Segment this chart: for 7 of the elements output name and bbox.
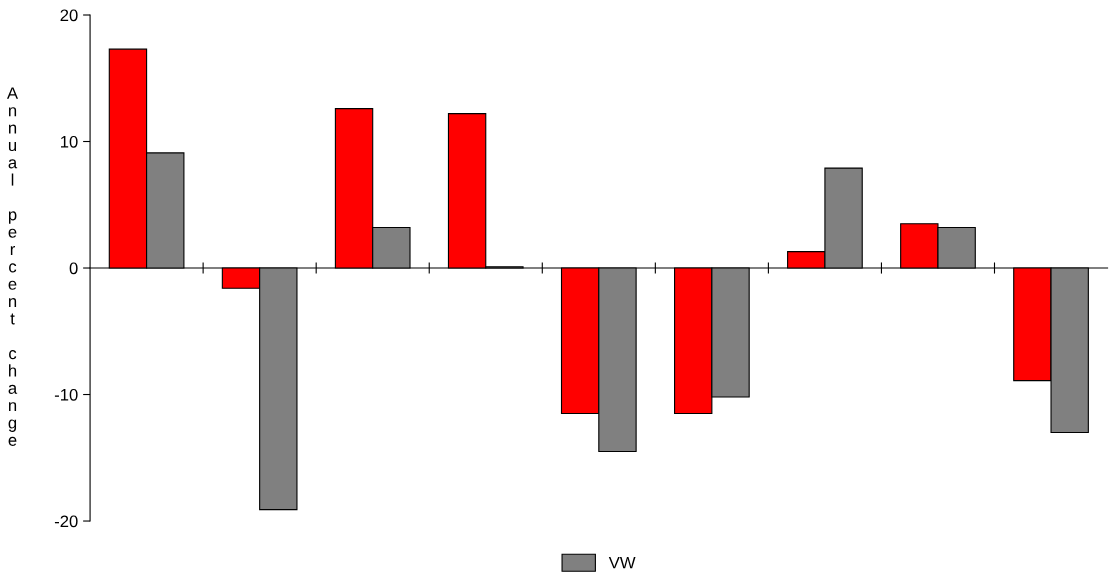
legend-label: VW — [608, 556, 636, 569]
y-tick-label: -20 — [54, 515, 78, 528]
y-tick-label: 10 — [61, 135, 78, 148]
y-tick-label: -10 — [54, 388, 78, 401]
text: Annual percent change — [6, 87, 19, 446]
y-tick-label: 0 — [69, 262, 78, 275]
y-tick-label: 20 — [60, 9, 78, 22]
